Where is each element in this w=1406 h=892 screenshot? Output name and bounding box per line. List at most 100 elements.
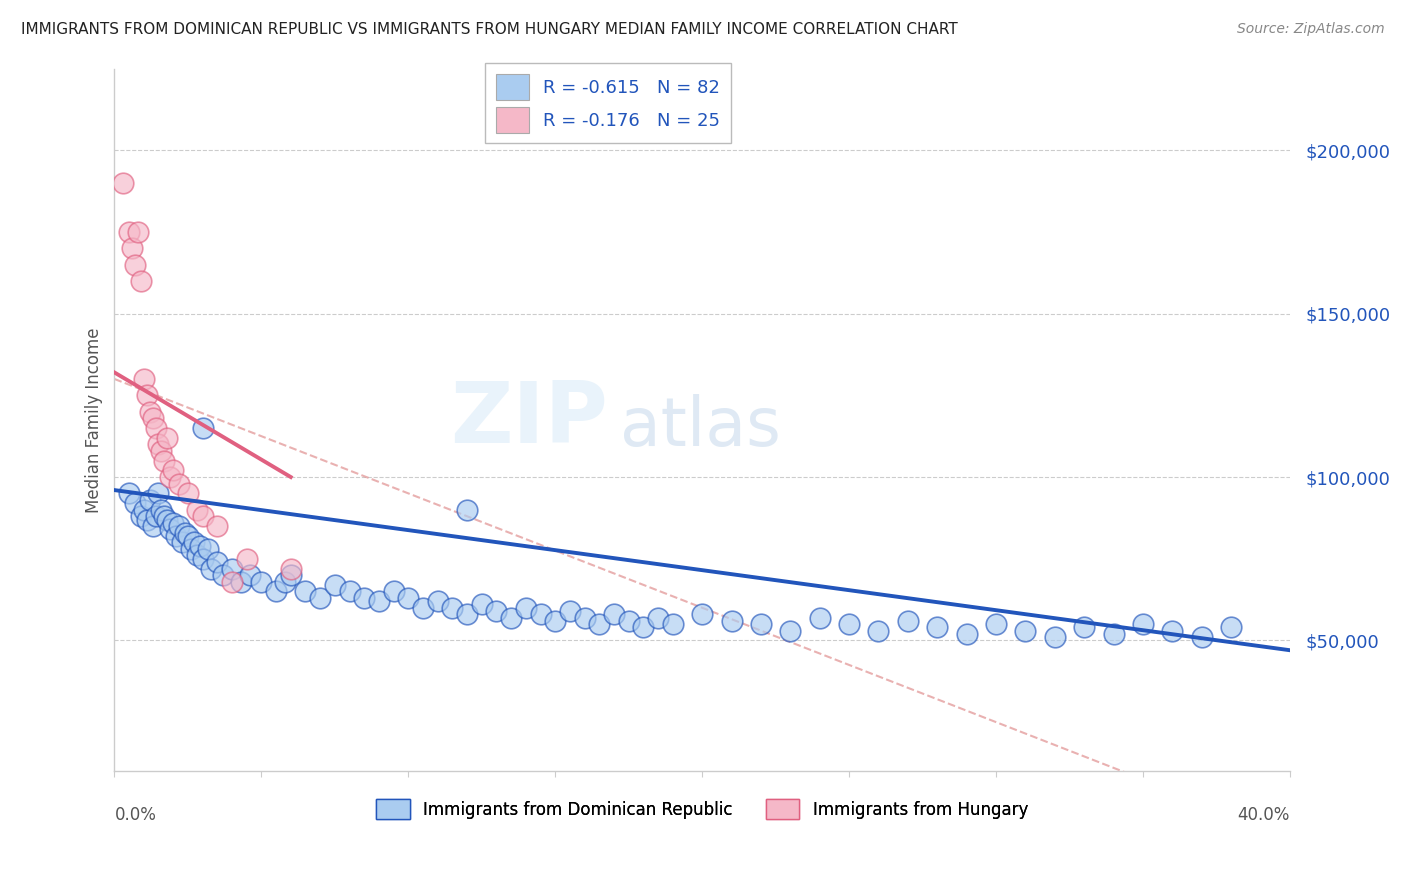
Point: [180, 541, 202, 556]
Point: [124, 258, 146, 272]
Point: [118, 486, 141, 500]
Point: [1014, 624, 1036, 638]
Point: [1073, 620, 1095, 634]
Point: [135, 512, 157, 526]
Point: [294, 584, 316, 599]
Point: [323, 578, 346, 592]
Point: [633, 620, 655, 634]
Point: [150, 502, 173, 516]
Point: [353, 591, 375, 605]
Point: [132, 502, 155, 516]
Point: [529, 607, 551, 622]
Text: 40.0%: 40.0%: [1237, 806, 1289, 824]
Point: [1102, 627, 1125, 641]
Point: [170, 535, 193, 549]
Point: [456, 607, 478, 622]
Point: [485, 604, 508, 618]
Point: [396, 591, 419, 605]
Point: [280, 561, 302, 575]
Point: [868, 624, 890, 638]
Point: [197, 541, 219, 556]
Point: [274, 574, 297, 589]
Point: [188, 539, 211, 553]
Point: [647, 610, 669, 624]
Point: [150, 443, 173, 458]
Point: [1132, 617, 1154, 632]
Point: [148, 486, 170, 500]
Point: [367, 594, 389, 608]
Point: [574, 610, 596, 624]
Point: [1043, 630, 1066, 644]
Point: [471, 598, 494, 612]
Point: [250, 574, 273, 589]
Point: [558, 604, 581, 618]
Point: [1220, 620, 1243, 634]
Y-axis label: Median Family Income: Median Family Income: [86, 327, 103, 513]
Point: [239, 568, 262, 582]
Point: [135, 388, 157, 402]
Point: [156, 431, 179, 445]
Point: [221, 574, 243, 589]
Point: [167, 519, 190, 533]
Point: [956, 627, 979, 641]
Point: [148, 437, 170, 451]
Point: [138, 405, 160, 419]
Point: [183, 535, 205, 549]
Point: [186, 549, 208, 563]
Point: [112, 176, 135, 190]
Point: [515, 600, 537, 615]
Point: [124, 496, 146, 510]
Point: [426, 594, 449, 608]
Point: [127, 225, 149, 239]
Point: [118, 225, 141, 239]
Point: [165, 529, 187, 543]
Point: [159, 470, 181, 484]
Point: [167, 476, 190, 491]
Point: [221, 561, 243, 575]
Point: [280, 568, 302, 582]
Point: [501, 610, 523, 624]
Text: 0.0%: 0.0%: [114, 806, 156, 824]
Point: [159, 522, 181, 536]
Point: [153, 509, 176, 524]
Point: [132, 372, 155, 386]
Point: [544, 614, 567, 628]
Point: [191, 551, 214, 566]
Point: [984, 617, 1007, 632]
Legend: Immigrants from Dominican Republic, Immigrants from Hungary: Immigrants from Dominican Republic, Immi…: [370, 792, 1035, 826]
Point: [207, 555, 229, 569]
Point: [927, 620, 949, 634]
Point: [897, 614, 920, 628]
Point: [121, 241, 143, 255]
Point: [779, 624, 801, 638]
Text: atlas: atlas: [620, 394, 780, 460]
Point: [720, 614, 742, 628]
Point: [603, 607, 626, 622]
Point: [339, 584, 361, 599]
Text: Source: ZipAtlas.com: Source: ZipAtlas.com: [1237, 22, 1385, 37]
Point: [235, 551, 257, 566]
Point: [156, 512, 179, 526]
Point: [838, 617, 860, 632]
Point: [142, 411, 165, 425]
Point: [661, 617, 683, 632]
Point: [441, 600, 464, 615]
Point: [200, 561, 222, 575]
Point: [1191, 630, 1213, 644]
Point: [186, 502, 208, 516]
Point: [153, 453, 176, 467]
Point: [177, 529, 200, 543]
Point: [191, 509, 214, 524]
Point: [588, 617, 610, 632]
Point: [382, 584, 405, 599]
Point: [456, 502, 478, 516]
Point: [174, 525, 197, 540]
Point: [1161, 624, 1184, 638]
Point: [229, 574, 252, 589]
Point: [264, 584, 287, 599]
Point: [207, 519, 229, 533]
Point: [162, 516, 184, 530]
Point: [162, 463, 184, 477]
Text: ZIP: ZIP: [450, 378, 609, 461]
Point: [138, 492, 160, 507]
